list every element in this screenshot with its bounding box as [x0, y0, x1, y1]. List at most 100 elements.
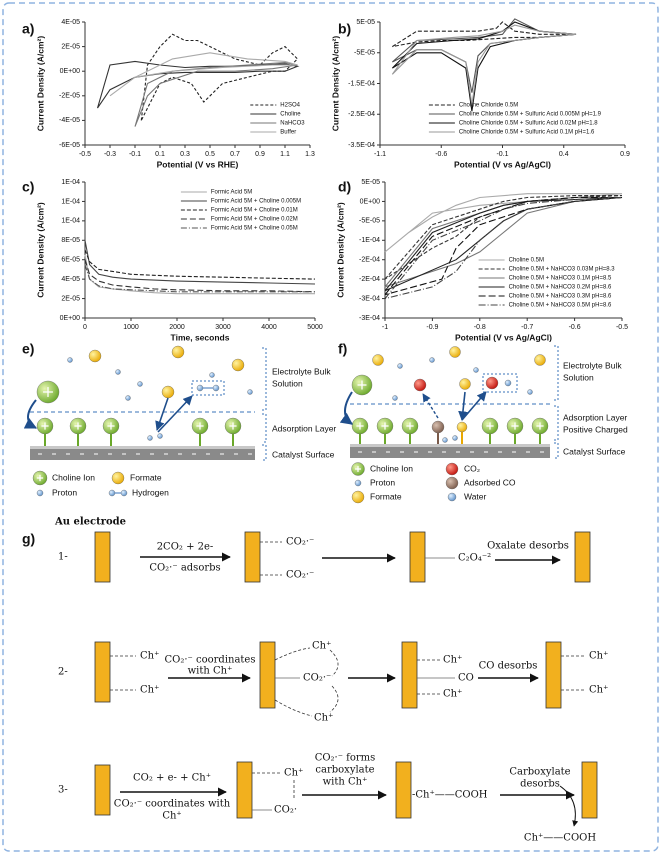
legend-label: Choline Chloride 0.5M + Sulfuric Acid 0.… — [459, 112, 602, 118]
particle — [209, 372, 215, 378]
x-axis-label: Potential (V vs Ag/AgCl) — [455, 332, 552, 342]
diagram-text: -Ch⁺——COOH — [412, 790, 488, 801]
legend-label: Choline — [280, 112, 301, 118]
zone-bracket — [554, 345, 559, 401]
zone-bracket — [262, 444, 267, 461]
diagram-text: with Ch⁺ — [323, 777, 368, 788]
y-tick-label: 0E+00 — [60, 315, 81, 322]
series-line — [109, 52, 298, 97]
series-line — [84, 249, 316, 280]
x-tick-label: -1 — [382, 324, 388, 331]
diagram-text: Ch⁺ — [589, 651, 608, 662]
particle — [392, 395, 398, 401]
y-tick-label: -2E-04 — [359, 276, 380, 283]
x-tick-label: 1000 — [123, 324, 139, 331]
x-tick-label: 5000 — [307, 324, 323, 331]
y-tick-label: -3E-04 — [359, 295, 380, 302]
particle — [431, 420, 445, 434]
y-tick-label: 2E-05 — [61, 43, 80, 50]
diagram-text: Electrolyte Bulk — [272, 366, 331, 376]
legend-label: Choline Chloride 0.5M — [459, 103, 518, 109]
particle — [67, 357, 73, 363]
diagram-text: Ch⁺ — [312, 641, 331, 652]
legend-label: Formic Acid 5M + Choline 0.01M — [211, 208, 298, 214]
legend-label: Formic Acid 5M — [211, 190, 252, 196]
legend-label: Choline Chloride 0.5M + Sulfuric Acid 0.… — [459, 130, 595, 136]
particle — [445, 462, 459, 476]
diagram-text: e) — [22, 341, 34, 357]
legend-label: Choline 0.5M + NaHCO3 0.1M pH=8.5 — [509, 276, 612, 282]
legend-label: Choline Chloride 0.5M + Sulfuric Acid 0.… — [459, 121, 598, 127]
y-tick-label: -2.5E-04 — [348, 111, 375, 118]
panel-label: c) — [22, 179, 34, 195]
particle — [485, 376, 499, 390]
diagram-text: Adsorption Layer — [563, 412, 627, 422]
particle — [449, 346, 461, 358]
diagram-text: Proton — [52, 487, 77, 497]
x-tick-label: 2000 — [169, 324, 185, 331]
diagram-text: CO₂·⁻ forms — [315, 753, 376, 764]
diagram-text: Electrolyte Bulk — [563, 360, 622, 370]
particle — [527, 389, 533, 395]
x-tick-label: -0.1 — [129, 151, 141, 158]
x-tick-label: 0.9 — [620, 151, 630, 158]
particle — [88, 349, 102, 363]
zone-bracket — [554, 442, 559, 459]
y-tick-label: -1.5E-04 — [348, 80, 375, 87]
electrode — [259, 641, 276, 709]
series-line — [140, 33, 299, 121]
y-tick-label: -1E-04 — [359, 237, 380, 244]
series-line — [84, 240, 316, 285]
particle — [196, 384, 204, 392]
diagram-text: Ch⁺ — [589, 685, 608, 696]
diagram-text: C₂O₄⁻² — [458, 553, 491, 564]
diagram-text: CO₂·⁻ coordinates — [165, 655, 256, 666]
particle — [447, 492, 457, 502]
particle — [137, 381, 143, 387]
series-line — [384, 196, 623, 300]
y-tick-label: 1E-04 — [61, 218, 80, 225]
series-line — [384, 195, 623, 280]
y-tick-label: 8E-05 — [61, 237, 80, 244]
legend-label: Buffer — [280, 130, 296, 136]
x-tick-label: 0.9 — [255, 151, 265, 158]
diagram-text: Formate — [370, 491, 402, 501]
diagram-text: Choline Ion — [52, 472, 95, 482]
y-tick-label: 4E-05 — [61, 19, 80, 26]
diagram-text: CO₂·⁻ — [286, 570, 314, 581]
diagram-text: Proton — [370, 477, 395, 487]
y-tick-label: 2E-05 — [61, 295, 80, 302]
particle — [442, 437, 448, 443]
hydrogen-box — [191, 380, 225, 396]
reaction-box — [482, 373, 518, 393]
diagram-text: CO — [458, 673, 474, 684]
diagram-text: Ch⁺ — [284, 768, 303, 779]
electrode — [94, 531, 111, 583]
y-tick-label: -5E-05 — [354, 50, 375, 57]
y-tick-label: 5E-05 — [361, 179, 380, 186]
catalyst-surface — [350, 444, 550, 458]
legend-label: Choline 0.5M — [509, 258, 544, 264]
x-tick-label: -1.1 — [374, 151, 386, 158]
diagram-text: CO₂ — [464, 463, 480, 473]
series-line — [391, 24, 577, 106]
x-tick-label: -0.5 — [616, 324, 628, 331]
diagram-text: CO₂· — [274, 805, 297, 816]
series-line — [84, 259, 316, 293]
particle — [120, 489, 128, 497]
y-tick-label: 1E-04 — [61, 179, 80, 186]
diagram-text: Ch⁺ — [140, 685, 159, 696]
electrode — [94, 764, 111, 816]
y-tick-label: -4E-05 — [59, 117, 80, 124]
diagram-text: Catalyst Surface — [563, 446, 626, 456]
y-tick-label: -3E-04 — [359, 315, 380, 322]
diagram-text: Carboxylate — [509, 767, 570, 778]
x-tick-label: -0.6 — [569, 324, 581, 331]
diagram-text: Formate — [130, 472, 162, 482]
x-axis-label: Potential (V vs RHE) — [157, 159, 239, 169]
x-tick-label: 4000 — [261, 324, 277, 331]
diagram-text: CO₂·⁻ — [286, 537, 314, 548]
y-tick-label: 0E+00 — [60, 68, 81, 75]
electrode — [244, 531, 261, 583]
diagram-text: Solution — [563, 372, 594, 382]
